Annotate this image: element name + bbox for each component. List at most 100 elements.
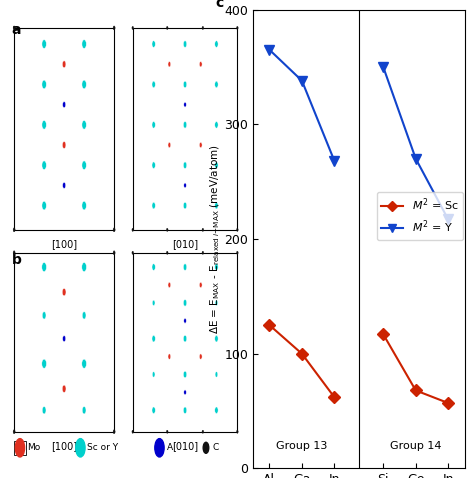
Circle shape (215, 300, 218, 305)
Circle shape (200, 354, 202, 359)
Bar (133, 253, 237, 432)
Circle shape (237, 430, 238, 433)
Circle shape (42, 407, 46, 414)
Circle shape (183, 336, 187, 342)
Circle shape (132, 251, 134, 254)
Circle shape (132, 26, 134, 30)
Circle shape (82, 120, 86, 129)
Circle shape (113, 228, 115, 232)
Circle shape (168, 62, 171, 67)
Bar (14, 28, 114, 230)
Circle shape (237, 228, 238, 231)
Circle shape (82, 80, 86, 89)
Circle shape (152, 372, 155, 377)
Circle shape (82, 407, 86, 414)
Circle shape (184, 102, 186, 107)
Circle shape (183, 121, 187, 128)
Y-axis label: $\Delta$E = E$_\mathrm{MAX}$ - E$_\mathrm{relaxed\ \it{i}\rm{-MAX}}$ (meV/atom): $\Delta$E = E$_\mathrm{MAX}$ - E$_\mathr… (208, 144, 222, 334)
Circle shape (42, 201, 46, 210)
Circle shape (215, 202, 218, 209)
Circle shape (203, 442, 209, 453)
Circle shape (184, 183, 186, 188)
Circle shape (13, 228, 15, 232)
Circle shape (200, 282, 202, 288)
Text: [010]: [010] (172, 239, 198, 249)
Circle shape (166, 430, 168, 433)
Circle shape (215, 407, 218, 413)
Circle shape (63, 336, 66, 342)
Circle shape (82, 201, 86, 210)
Circle shape (82, 161, 86, 170)
Text: Group 13: Group 13 (276, 441, 328, 451)
Circle shape (152, 41, 155, 47)
Circle shape (82, 262, 86, 272)
Circle shape (113, 26, 115, 30)
Circle shape (63, 141, 66, 149)
Circle shape (215, 41, 218, 47)
Circle shape (215, 81, 218, 88)
Circle shape (168, 282, 171, 288)
Circle shape (183, 407, 187, 413)
Circle shape (183, 81, 187, 88)
Circle shape (42, 161, 46, 170)
Circle shape (82, 312, 86, 319)
Circle shape (183, 162, 187, 169)
Circle shape (166, 251, 168, 254)
Text: Group 14: Group 14 (390, 441, 441, 451)
Circle shape (113, 430, 115, 434)
Circle shape (152, 81, 155, 88)
Circle shape (76, 439, 85, 457)
Circle shape (202, 251, 204, 254)
Text: Sc or Y: Sc or Y (87, 443, 118, 452)
Circle shape (42, 120, 46, 129)
Circle shape (152, 162, 155, 169)
Circle shape (82, 359, 86, 368)
Circle shape (215, 121, 218, 128)
Circle shape (215, 264, 218, 271)
Circle shape (13, 251, 15, 255)
Text: Mo: Mo (27, 443, 40, 452)
Circle shape (152, 264, 155, 271)
Bar (133, 28, 237, 230)
Text: [100]: [100] (51, 441, 77, 451)
Circle shape (152, 300, 155, 305)
Circle shape (184, 390, 186, 395)
Circle shape (166, 228, 168, 231)
Circle shape (237, 251, 238, 254)
Circle shape (152, 202, 155, 209)
Circle shape (152, 121, 155, 128)
Circle shape (82, 40, 86, 48)
Circle shape (166, 26, 168, 30)
Circle shape (183, 41, 187, 47)
Bar (14, 441, 26, 455)
Circle shape (202, 26, 204, 30)
Text: A: A (166, 443, 173, 452)
Legend: $M^2$ = Sc, $M^2$ = Y: $M^2$ = Sc, $M^2$ = Y (377, 192, 463, 240)
Circle shape (62, 385, 66, 392)
Circle shape (42, 80, 46, 89)
Circle shape (152, 336, 155, 342)
Text: [100]: [100] (51, 239, 77, 249)
Bar (14, 253, 114, 432)
Circle shape (183, 202, 187, 209)
Circle shape (183, 264, 187, 271)
Circle shape (184, 318, 186, 323)
Circle shape (132, 228, 134, 231)
Text: b: b (12, 253, 22, 267)
Circle shape (215, 162, 218, 169)
Circle shape (13, 430, 15, 434)
Circle shape (63, 102, 66, 108)
Text: C: C (213, 443, 219, 452)
Circle shape (183, 300, 187, 306)
Circle shape (215, 336, 218, 342)
Circle shape (132, 430, 134, 433)
Circle shape (183, 371, 187, 378)
Circle shape (168, 142, 171, 148)
Circle shape (42, 312, 46, 319)
Text: c: c (215, 0, 223, 10)
Circle shape (63, 61, 66, 68)
Circle shape (62, 288, 66, 296)
Circle shape (152, 407, 155, 413)
Circle shape (215, 372, 218, 377)
Circle shape (202, 228, 204, 231)
